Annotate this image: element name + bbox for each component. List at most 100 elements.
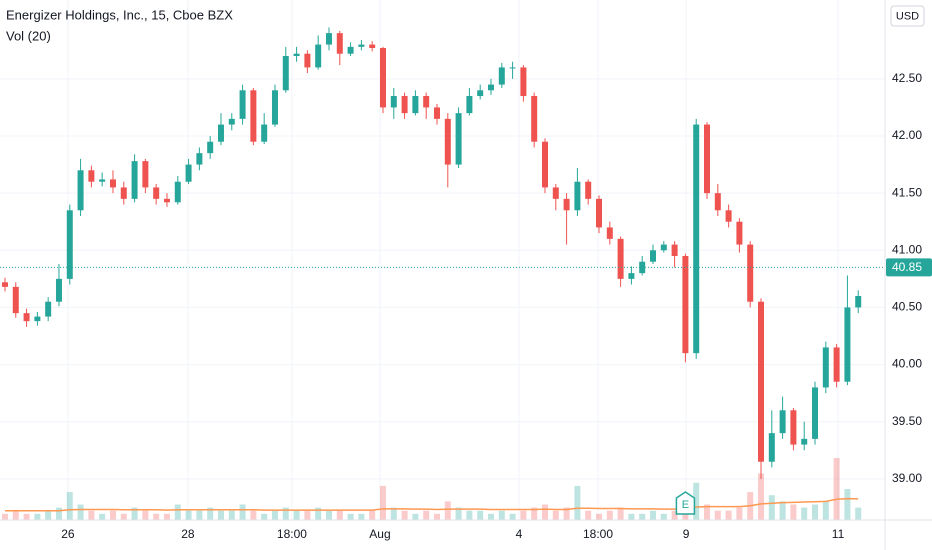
candle-body <box>552 187 559 199</box>
candle-body <box>628 273 635 279</box>
volume-bar <box>261 513 268 520</box>
candle-body <box>250 90 257 142</box>
volume-bar <box>801 507 808 520</box>
volume-bar <box>174 504 181 520</box>
candle-body <box>498 67 505 85</box>
x-tick-label: 26 <box>61 527 75 541</box>
volume-bar <box>315 507 322 520</box>
volume-bar <box>293 510 300 520</box>
candle-body <box>174 181 181 203</box>
candle-body <box>423 96 430 108</box>
candle-body <box>790 410 797 445</box>
candle-body <box>109 179 116 188</box>
candle-body <box>163 198 170 203</box>
volume-bar <box>790 504 797 520</box>
candle-body <box>1 282 8 287</box>
volume-bar <box>704 504 711 520</box>
last-price-box <box>886 258 932 277</box>
volume-bar <box>109 510 116 520</box>
candle-body <box>801 438 808 445</box>
volume-bar <box>596 513 603 520</box>
candle-body <box>401 96 408 114</box>
volume-bar <box>336 510 343 520</box>
candle-body <box>131 161 138 199</box>
candle-body <box>606 227 613 239</box>
volume-bar <box>477 510 484 520</box>
candle-body <box>282 56 289 91</box>
candle-body <box>358 44 365 47</box>
currency-label[interactable]: USD <box>896 10 919 22</box>
candle-body <box>704 124 711 194</box>
candle-body <box>12 286 19 314</box>
x-tick-label: 11 <box>832 527 845 541</box>
volume-bar <box>531 507 538 520</box>
volume-bar <box>12 510 19 520</box>
volume-bar <box>120 513 127 520</box>
volume-bar <box>271 510 278 520</box>
volume-bar <box>412 513 419 520</box>
volume-ma-line <box>4 497 859 512</box>
candle-body <box>617 238 624 279</box>
volume-bar <box>768 495 775 520</box>
volume-bar <box>455 507 462 520</box>
y-tick-label: 40.50 <box>892 300 922 314</box>
candles: E <box>1 27 862 515</box>
x-tick-label: Aug <box>369 527 390 541</box>
volume-bar <box>99 513 106 520</box>
volume-bar <box>585 510 592 520</box>
candle-body <box>390 96 397 108</box>
candle-body <box>650 250 657 262</box>
candle-body <box>812 387 819 439</box>
candle-body <box>293 53 300 56</box>
candle-body <box>261 124 268 142</box>
candle-body <box>228 118 235 125</box>
candle-body <box>217 124 224 142</box>
candle-body <box>271 90 278 125</box>
volume-bar <box>142 510 149 520</box>
candle-body <box>725 210 732 222</box>
volume-bar <box>650 510 657 520</box>
y-tick-label: 42.00 <box>892 128 922 142</box>
earnings-badge <box>675 491 696 515</box>
volume-bar <box>45 510 52 520</box>
last-price-label: 40.85 <box>892 260 922 274</box>
volume-bar <box>552 510 559 520</box>
volume-bar <box>131 507 138 520</box>
grid <box>0 0 885 520</box>
volume-bar <box>844 489 851 520</box>
candle-body <box>120 187 127 199</box>
candle-body <box>682 256 689 354</box>
volume-bar <box>693 482 700 520</box>
volume-bar <box>520 510 527 520</box>
y-tick-label: 42.50 <box>892 71 922 85</box>
candle-body <box>671 244 678 256</box>
volume-bar <box>358 513 365 520</box>
volume-bar <box>855 507 862 520</box>
candle-body <box>736 221 743 245</box>
volume-bar <box>207 507 214 520</box>
candle-body <box>509 67 516 69</box>
volume-bar <box>725 510 732 520</box>
candle-body <box>855 296 862 308</box>
volume-bar <box>736 507 743 520</box>
candle-body <box>325 33 332 45</box>
candle-body <box>531 96 538 142</box>
volume-bar <box>217 510 224 520</box>
candle-body <box>520 67 527 96</box>
candle-body <box>693 124 700 354</box>
volume-bar <box>509 513 516 520</box>
volume-bar <box>239 504 246 520</box>
candle-body <box>455 113 462 165</box>
candle-body <box>55 278 62 302</box>
volume-bar <box>304 510 311 520</box>
volume-bar <box>617 507 624 520</box>
volume-bar <box>444 501 451 520</box>
candle-body <box>477 90 484 96</box>
currency-box[interactable] <box>890 5 925 27</box>
candle-body <box>833 347 840 382</box>
volume-bar <box>466 510 473 520</box>
candle-body <box>304 53 311 68</box>
volume-bar <box>758 473 765 520</box>
volume-bar <box>563 507 570 520</box>
chart-title: Energizer Holdings, Inc., 15, Cboe BZX <box>6 7 233 22</box>
